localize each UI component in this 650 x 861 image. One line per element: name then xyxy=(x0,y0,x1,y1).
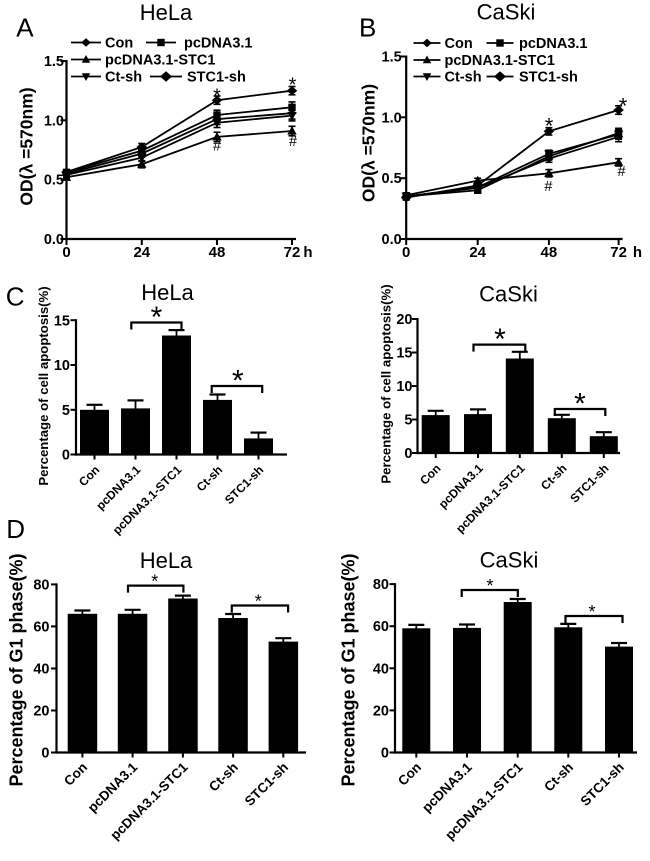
svg-text:5: 5 xyxy=(404,413,412,429)
svg-text:HeLa: HeLa xyxy=(141,280,194,305)
svg-text:*: * xyxy=(588,602,595,622)
svg-text:5: 5 xyxy=(62,403,70,419)
svg-text:Percentage of cell apoptosis(%: Percentage of cell apoptosis(%) xyxy=(36,286,51,485)
svg-text:#: # xyxy=(544,179,552,195)
svg-text:0.5: 0.5 xyxy=(382,171,402,187)
svg-text:1.0: 1.0 xyxy=(44,113,64,129)
svg-text:72: 72 xyxy=(284,244,301,261)
svg-text:*: * xyxy=(232,364,244,397)
svg-text:CaSki: CaSki xyxy=(480,548,539,573)
svg-text:48: 48 xyxy=(541,244,558,261)
svg-text:#: # xyxy=(213,138,221,154)
svg-text:Ct-sh: Ct-sh xyxy=(105,70,142,86)
svg-text:HeLa: HeLa xyxy=(140,0,193,25)
svg-text:0: 0 xyxy=(402,244,410,261)
svg-text:*: * xyxy=(213,86,221,108)
svg-text:D: D xyxy=(6,514,25,544)
svg-text:80: 80 xyxy=(373,577,389,593)
svg-text:60: 60 xyxy=(33,619,49,635)
svg-text:OD(λ =570nm): OD(λ =570nm) xyxy=(359,84,379,202)
svg-text:48: 48 xyxy=(209,244,226,261)
svg-text:72: 72 xyxy=(610,244,627,261)
svg-text:*: * xyxy=(619,94,628,119)
svg-text:OD(λ =570nm): OD(λ =570nm) xyxy=(17,87,37,205)
svg-text:*: * xyxy=(486,576,493,596)
svg-text:40: 40 xyxy=(33,661,49,677)
svg-text:Percentage of cell apoptosis(%: Percentage of cell apoptosis(%) xyxy=(379,284,394,483)
svg-text:0.5: 0.5 xyxy=(44,173,64,189)
svg-text:0: 0 xyxy=(404,446,412,462)
svg-text:#: # xyxy=(289,134,297,150)
svg-text:1.0: 1.0 xyxy=(382,110,402,126)
svg-text:Con: Con xyxy=(445,36,473,52)
svg-text:A: A xyxy=(16,13,34,43)
svg-text:80: 80 xyxy=(33,577,49,593)
svg-text:pcDNA3.1-STC1: pcDNA3.1-STC1 xyxy=(105,53,215,69)
svg-text:h: h xyxy=(633,244,642,261)
svg-text:24: 24 xyxy=(469,244,486,261)
svg-text:*: * xyxy=(151,301,163,334)
svg-text:STC1-sh: STC1-sh xyxy=(187,70,246,86)
svg-text:0.0: 0.0 xyxy=(44,232,64,248)
svg-text:0: 0 xyxy=(381,746,389,762)
svg-text:STC1-sh: STC1-sh xyxy=(519,70,578,86)
svg-text:h: h xyxy=(303,244,312,261)
svg-text:15: 15 xyxy=(54,313,70,329)
svg-text:pcDNA3.1: pcDNA3.1 xyxy=(519,36,588,52)
svg-text:0: 0 xyxy=(62,448,70,464)
svg-text:0.0: 0.0 xyxy=(382,232,402,248)
svg-text:*: * xyxy=(494,323,506,356)
svg-text:Ct-sh: Ct-sh xyxy=(445,70,482,86)
svg-text:20: 20 xyxy=(33,703,49,719)
svg-text:pcDNA3.1: pcDNA3.1 xyxy=(184,36,253,52)
svg-text:20: 20 xyxy=(373,703,389,719)
svg-text:15: 15 xyxy=(396,346,412,362)
svg-text:24: 24 xyxy=(133,244,150,261)
svg-text:0: 0 xyxy=(62,244,70,261)
svg-text:B: B xyxy=(359,13,376,43)
svg-text:CaSki: CaSki xyxy=(479,282,538,307)
svg-text:60: 60 xyxy=(373,619,389,635)
svg-text:20: 20 xyxy=(396,312,412,328)
svg-text:0: 0 xyxy=(41,746,49,762)
svg-text:40: 40 xyxy=(373,661,389,677)
svg-text:#: # xyxy=(617,164,625,180)
svg-text:HeLa: HeLa xyxy=(140,548,193,573)
svg-text:*: * xyxy=(545,114,554,139)
svg-text:10: 10 xyxy=(396,379,412,395)
svg-text:*: * xyxy=(151,572,158,592)
svg-text:*: * xyxy=(255,592,262,612)
svg-text:1.5: 1.5 xyxy=(44,54,64,70)
svg-text:Con: Con xyxy=(105,36,133,52)
svg-text:C: C xyxy=(6,282,25,312)
svg-text:Percentage of G1 phase(%): Percentage of G1 phase(%) xyxy=(339,553,359,786)
svg-text:1.5: 1.5 xyxy=(382,49,402,65)
svg-text:Percentage of G1 phase(%): Percentage of G1 phase(%) xyxy=(7,553,27,786)
svg-text:*: * xyxy=(289,75,297,97)
svg-text:10: 10 xyxy=(54,358,70,374)
svg-text:CaSki: CaSki xyxy=(477,0,536,25)
svg-text:pcDNA3.1-STC1: pcDNA3.1-STC1 xyxy=(445,53,555,69)
svg-text:*: * xyxy=(574,387,586,420)
